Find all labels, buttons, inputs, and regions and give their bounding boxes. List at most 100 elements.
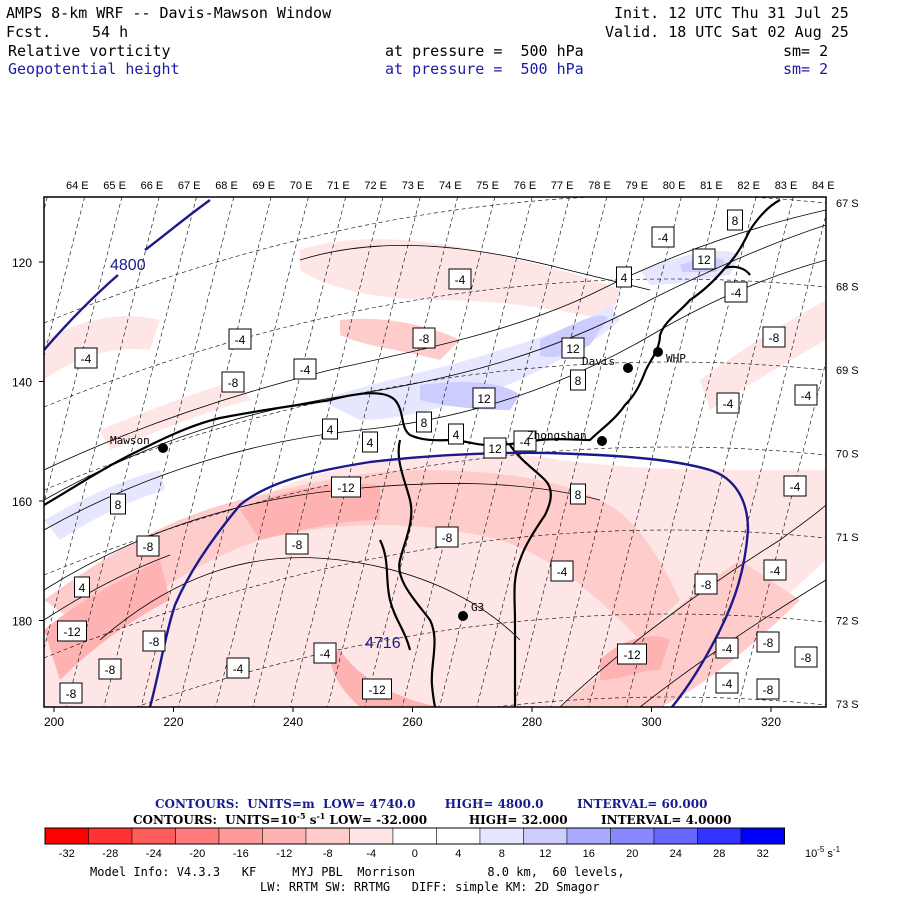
field1-name: Relative vorticity xyxy=(8,42,171,60)
parallel-line xyxy=(135,613,826,707)
svg-text:-8: -8 xyxy=(228,376,239,390)
meridian-line xyxy=(44,197,48,212)
colorbar-units: 10-5 s-1 xyxy=(805,845,841,860)
svg-text:-4: -4 xyxy=(320,647,331,661)
plot-frame xyxy=(43,196,827,708)
svg-text:8: 8 xyxy=(421,416,428,430)
contour-value-box: -12 xyxy=(617,643,647,665)
station-whp-label: WHP xyxy=(666,352,686,365)
contour-value-box: -8 xyxy=(142,630,166,652)
station-davis-dot xyxy=(623,363,633,373)
contour-value-box: -8 xyxy=(98,658,122,680)
svg-text:12: 12 xyxy=(566,342,580,356)
colorbar-swatch xyxy=(392,827,437,845)
svg-text:4: 4 xyxy=(79,581,86,595)
contour-value-box: -8 xyxy=(221,371,245,393)
svg-text:-4: -4 xyxy=(233,662,244,676)
contour-value-box: 4 xyxy=(74,576,90,598)
meridian-line xyxy=(44,197,123,504)
contour-value-box: 4 xyxy=(616,266,632,288)
lon-label: 82 E xyxy=(737,180,760,192)
contour-value-box: 8 xyxy=(110,493,126,515)
y-tick-label: 120 xyxy=(12,256,32,270)
meridian-line xyxy=(215,197,346,707)
svg-text:4: 4 xyxy=(367,436,374,450)
latitude-labels: 67 S 68 S 69 S 70 S 71 S 72 S 73 S xyxy=(836,198,859,711)
svg-text:4: 4 xyxy=(453,428,460,442)
svg-text:12: 12 xyxy=(697,253,711,267)
contour-value-box: 8 xyxy=(570,483,586,505)
colorbar-swatch xyxy=(44,827,89,845)
svg-text:8: 8 xyxy=(732,214,739,228)
svg-text:-4: -4 xyxy=(520,435,531,449)
svg-text:-12: -12 xyxy=(623,648,641,662)
station-whp-dot xyxy=(653,347,663,357)
colorbar-swatch xyxy=(566,827,611,845)
meridian-line xyxy=(327,197,458,707)
svg-text:-4: -4 xyxy=(790,480,801,494)
contour-value-box: -4 xyxy=(715,672,739,694)
colorbar-swatch xyxy=(653,827,698,845)
x-tick-label: 280 xyxy=(522,715,542,729)
meridian-line xyxy=(588,197,719,707)
contour-value-box: -12 xyxy=(331,476,361,498)
contour-value-box: -8 xyxy=(756,631,780,653)
colorbar-swatch xyxy=(479,827,524,845)
svg-text:-8: -8 xyxy=(769,331,780,345)
colorbar-label: 8 xyxy=(499,848,505,860)
contour-value-box: -4 xyxy=(513,430,537,452)
meridian-line xyxy=(66,197,197,707)
svg-text:-8: -8 xyxy=(701,578,712,592)
colorbar-label: -8 xyxy=(323,848,333,860)
lon-label: 65 E xyxy=(103,180,126,192)
x-tick-label: 220 xyxy=(164,715,184,729)
field2-smooth: sm= 2 xyxy=(783,60,829,78)
colorbar-label: 4 xyxy=(455,848,461,860)
svg-text:-4: -4 xyxy=(801,389,812,403)
init-time: Init. 12 UTC Thu 31 Jul 25 xyxy=(614,4,849,22)
lat-label: 67 S xyxy=(836,198,859,210)
parallel-line xyxy=(44,361,826,491)
meridian-line xyxy=(140,197,272,707)
colorbar-label: -24 xyxy=(146,848,162,860)
lon-label: 69 E xyxy=(253,180,276,192)
field1-smooth: sm= 2 xyxy=(783,42,829,60)
contour-value-box: -4 xyxy=(293,358,317,380)
colorbar-swatch xyxy=(262,827,307,845)
contour-value-box: -8 xyxy=(285,533,309,555)
height-label-4800: 4800 xyxy=(110,257,146,274)
colorbar-label: -32 xyxy=(59,848,75,860)
contour-value-box: -4 xyxy=(715,637,739,659)
svg-text:-8: -8 xyxy=(292,538,303,552)
valid-time: Valid. 18 UTC Sat 02 Aug 25 xyxy=(605,23,849,41)
lon-label: 78 E xyxy=(588,180,611,192)
meridian-line xyxy=(290,197,421,707)
contour-value-box: 12 xyxy=(561,337,585,359)
parallel-line xyxy=(492,696,826,707)
contour-value-box: -8 xyxy=(412,327,436,349)
contour-value-box: 12 xyxy=(692,248,716,270)
station-mawson-dot xyxy=(158,443,168,453)
contour-value-box: -4 xyxy=(74,347,98,369)
lat-label: 70 S xyxy=(836,449,859,461)
colorbar-label: -28 xyxy=(102,848,118,860)
contour-value-box: 4 xyxy=(448,423,464,445)
svg-text:4: 4 xyxy=(327,423,334,437)
x-tick-label: 200 xyxy=(44,715,64,729)
station-g3-label: G3 xyxy=(471,601,484,614)
contour-value-box: -4 xyxy=(550,560,574,582)
colorbar-label: 24 xyxy=(670,848,682,860)
contour-value-box: 4 xyxy=(322,418,338,440)
svg-text:-8: -8 xyxy=(419,332,430,346)
contour-value-box: 8 xyxy=(570,369,586,391)
station-mawson-label: Mawson xyxy=(110,434,150,447)
svg-text:-4: -4 xyxy=(731,286,742,300)
svg-text:-4: -4 xyxy=(300,363,311,377)
colorbar-swatch xyxy=(218,827,263,845)
svg-text:8: 8 xyxy=(575,488,582,502)
contour-value-box: -8 xyxy=(756,678,780,700)
lon-label: 84 E xyxy=(812,180,835,192)
svg-text:-4: -4 xyxy=(658,231,669,245)
lon-label: 81 E xyxy=(700,180,723,192)
meridian-line xyxy=(700,213,826,707)
